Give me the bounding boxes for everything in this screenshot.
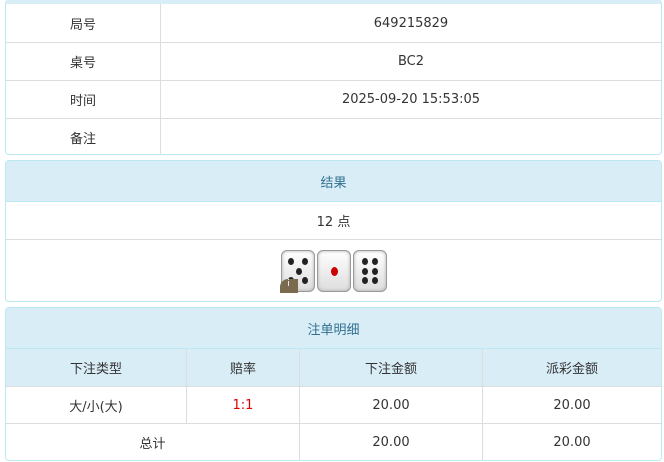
bets-header-row: 下注类型 赔率 下注金额 派彩金额 (6, 349, 661, 386)
result-points: 12 点 (316, 215, 351, 230)
value: 2025-09-20 15:53:05 (160, 81, 661, 118)
bet-payout: 20.00 (482, 387, 661, 423)
die-6-icon (352, 249, 387, 292)
info-icon[interactable]: i (279, 278, 298, 293)
label: 时间 (69, 94, 96, 109)
table-row: 大/小(大) 1:1 20.00 20.00 (6, 386, 661, 423)
header-type: 下注类型 (69, 362, 122, 377)
total-payout: 20.00 (482, 424, 661, 460)
bet-amount: 20.00 (299, 387, 482, 423)
info-panel: 局号 649215829 桌号 BC2 时间 2025-09-20 15:53:05 … (5, 0, 662, 155)
info-row-note: 备注 (6, 118, 661, 154)
total-label: 总计 (139, 436, 166, 452)
label: 备注 (69, 132, 96, 147)
value: 649215829 (160, 4, 661, 42)
value: BC2 (160, 43, 661, 80)
total-amount: 20.00 (299, 424, 482, 460)
bets-panel: 注单明细 下注类型 赔率 下注金额 派彩金额 大/小(大) 1:1 20.00 … (5, 307, 662, 461)
header-payout: 派彩金额 (482, 349, 661, 386)
total-row: 总计 20.00 20.00 (6, 423, 661, 460)
info-row-table: 桌号 BC2 (6, 42, 661, 80)
bet-odds: 1:1 (186, 387, 299, 423)
info-row-time: 时间 2025-09-20 15:53:05 (6, 80, 661, 118)
label: 桌号 (69, 56, 96, 71)
result-title: 结果 (6, 161, 661, 202)
header-odds: 赔率 (186, 349, 299, 386)
bets-title: 注单明细 (6, 308, 661, 349)
dice-container: i (6, 240, 661, 301)
bet-type: 大/小(大) (69, 399, 123, 415)
label: 局号 (69, 17, 96, 33)
die-5-icon: i (279, 249, 315, 293)
info-row-round: 局号 649215829 (6, 4, 661, 42)
value (160, 119, 661, 154)
die-1-icon (316, 249, 351, 292)
header-amount: 下注金额 (299, 349, 482, 386)
result-panel: 结果 12 点 i (5, 160, 662, 302)
